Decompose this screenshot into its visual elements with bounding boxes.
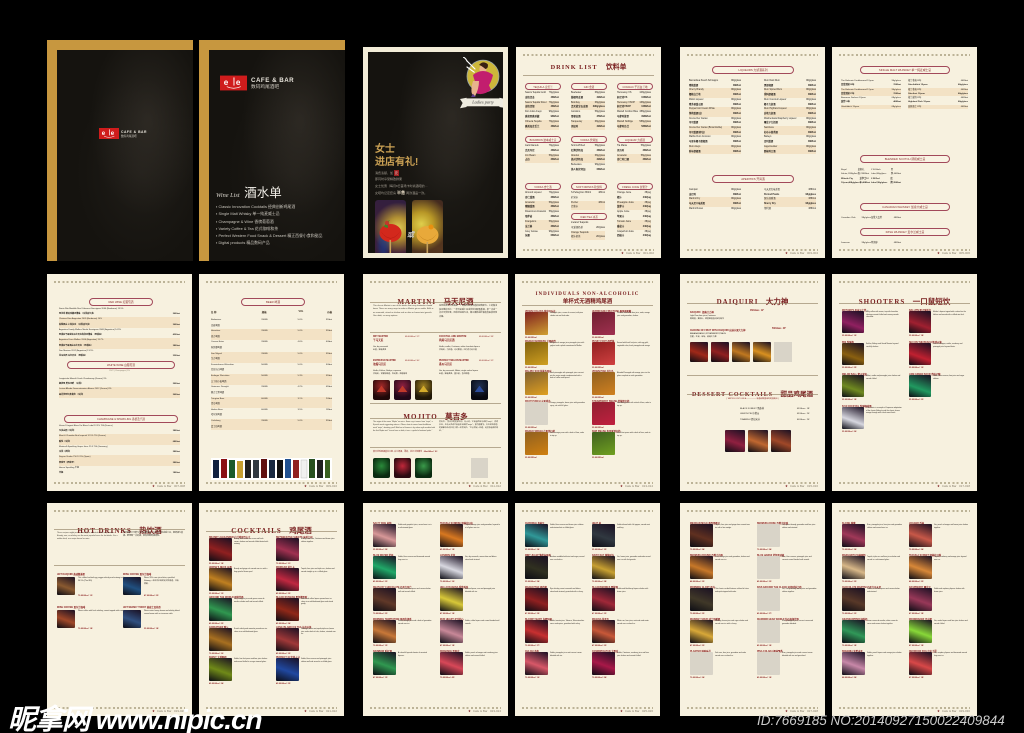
svg-text:Ladies party: Ladies party bbox=[471, 100, 494, 105]
svg-text:e: e bbox=[224, 78, 229, 87]
svg-text:e: e bbox=[236, 78, 241, 87]
